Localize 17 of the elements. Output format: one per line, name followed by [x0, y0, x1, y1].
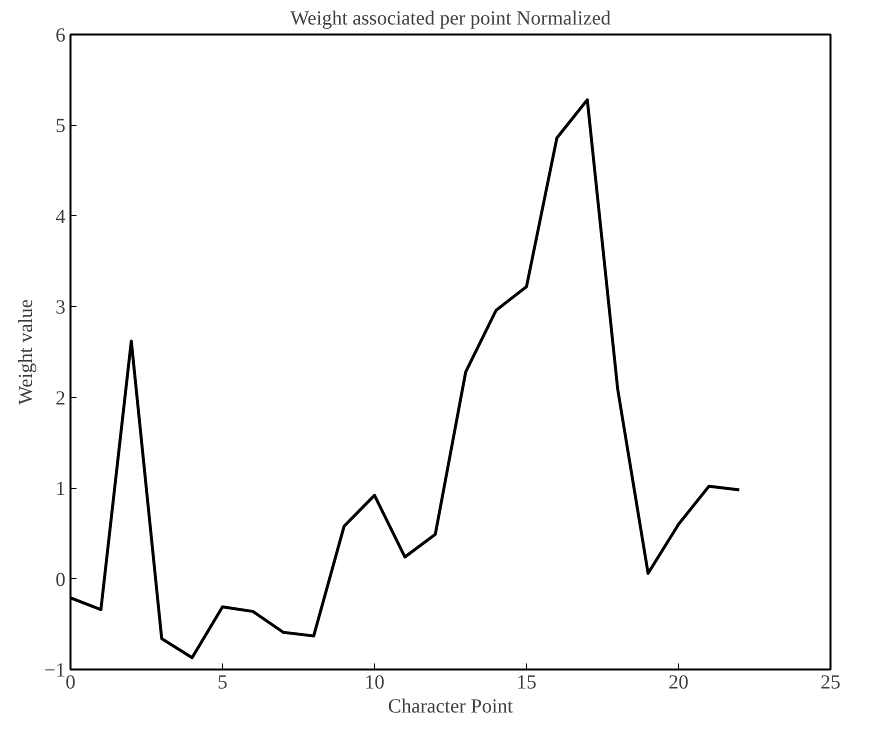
line-series	[70, 98, 741, 660]
y-tick-label: 0	[56, 568, 66, 591]
y-tick-label: 5	[56, 115, 66, 138]
x-tick-label: 20	[668, 672, 688, 694]
x-tick-label: 10	[364, 672, 384, 694]
x-tick-label: 5	[218, 672, 228, 694]
y-tick-label: 4	[56, 206, 66, 228]
x-tick-label: 15	[516, 672, 536, 694]
x-tick-label: 25	[820, 672, 840, 694]
chart-title: Weight associated per point Normalized	[290, 8, 611, 30]
y-tick-label: −1	[44, 660, 66, 682]
y-axis-title: Weight value	[15, 299, 38, 405]
y-tick-label: 6	[56, 24, 66, 46]
y-tick-label: 3	[56, 296, 66, 319]
y-tick-label: 2	[56, 387, 66, 410]
y-tick-label: 1	[56, 478, 66, 500]
x-axis-title: Character Point	[388, 696, 514, 718]
